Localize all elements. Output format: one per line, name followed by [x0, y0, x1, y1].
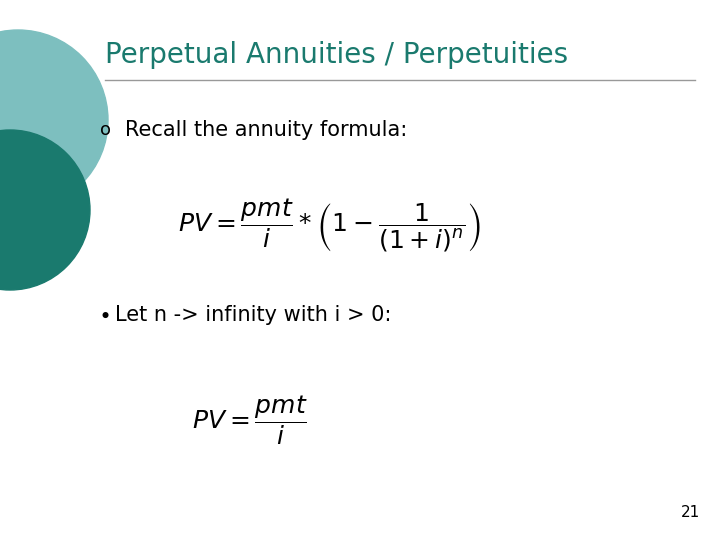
Text: Recall the annuity formula:: Recall the annuity formula:: [125, 120, 408, 140]
Circle shape: [0, 130, 90, 290]
Text: $\bullet$: $\bullet$: [98, 305, 109, 325]
Text: Perpetual Annuities / Perpetuities: Perpetual Annuities / Perpetuities: [105, 41, 568, 69]
Text: Let n -> infinity with i > 0:: Let n -> infinity with i > 0:: [115, 305, 392, 325]
Text: 21: 21: [680, 505, 700, 520]
Text: o: o: [100, 121, 111, 139]
Circle shape: [0, 30, 108, 210]
Text: $\mathit{PV} = \dfrac{\mathit{pmt}}{\mathit{i}} * \left(1 - \dfrac{1}{(1+i)^{n}}: $\mathit{PV} = \dfrac{\mathit{pmt}}{\mat…: [179, 197, 482, 254]
Text: $\mathit{PV} = \dfrac{\mathit{pmt}}{\mathit{i}}$: $\mathit{PV} = \dfrac{\mathit{pmt}}{\mat…: [192, 393, 308, 447]
